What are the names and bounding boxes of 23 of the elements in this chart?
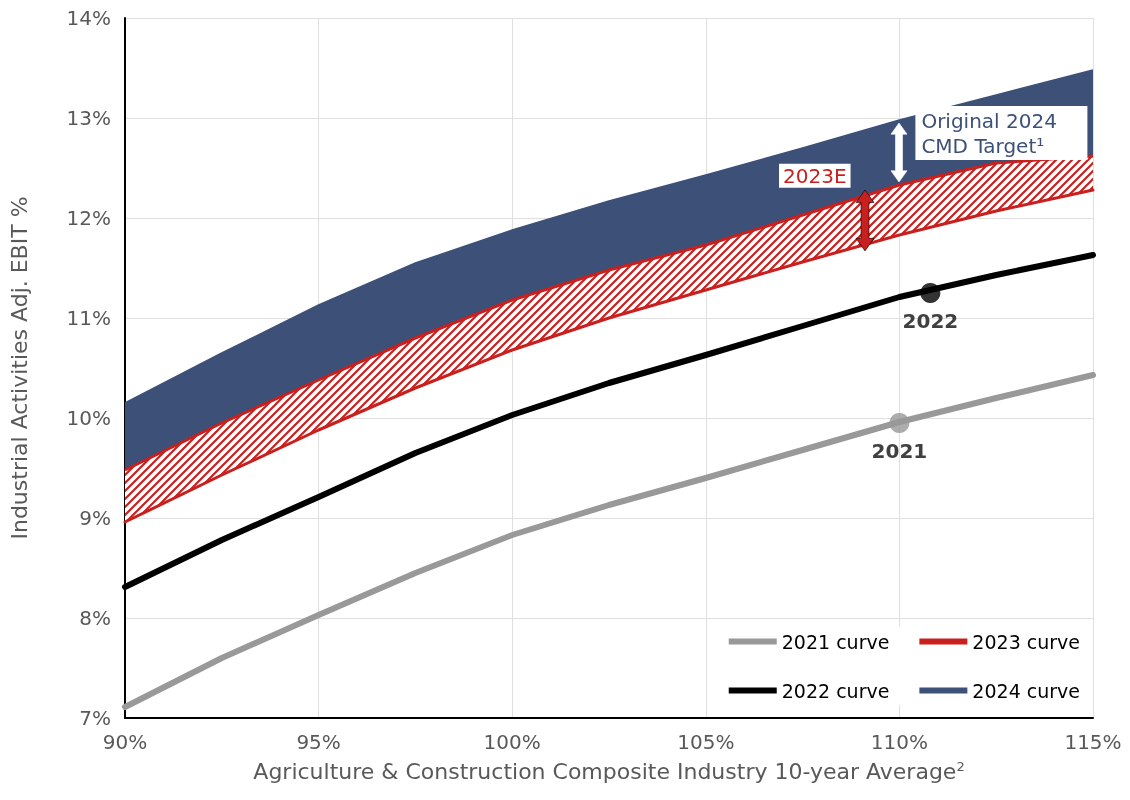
y-tick-label: 13% (66, 106, 111, 130)
annotation: Original 2024 CMD Target¹ (921, 108, 1064, 158)
legend-label: 2021 curve (781, 630, 890, 653)
legend-label: 2022 curve (781, 679, 890, 702)
y-axis-title: Industrial Activities Adj. EBIT % (6, 196, 32, 540)
annotation: 2022 (902, 309, 959, 333)
annotation: 2023E (783, 163, 847, 188)
y-tick-label: 10% (66, 406, 111, 430)
x-tick-label: 110% (870, 730, 928, 754)
legend-label: 2023 curve (972, 630, 1081, 653)
y-tick-label: 12% (66, 206, 111, 230)
x-tick-label: 105% (677, 730, 735, 754)
x-tick-label: 115% (1064, 730, 1122, 754)
x-tick-label: 95% (296, 730, 341, 754)
x-tick-label: 90% (102, 730, 148, 754)
y-tick-label: 8% (79, 606, 111, 630)
y-tick-label: 11% (66, 306, 111, 330)
y-tick-label: 9% (79, 506, 111, 530)
legend-label: 2024 curve (972, 679, 1081, 702)
x-tick-label: 100% (483, 730, 541, 754)
annotation: 2021 (871, 439, 928, 463)
y-tick-label: 7% (79, 706, 111, 730)
y-tick-label: 14% (66, 6, 111, 30)
